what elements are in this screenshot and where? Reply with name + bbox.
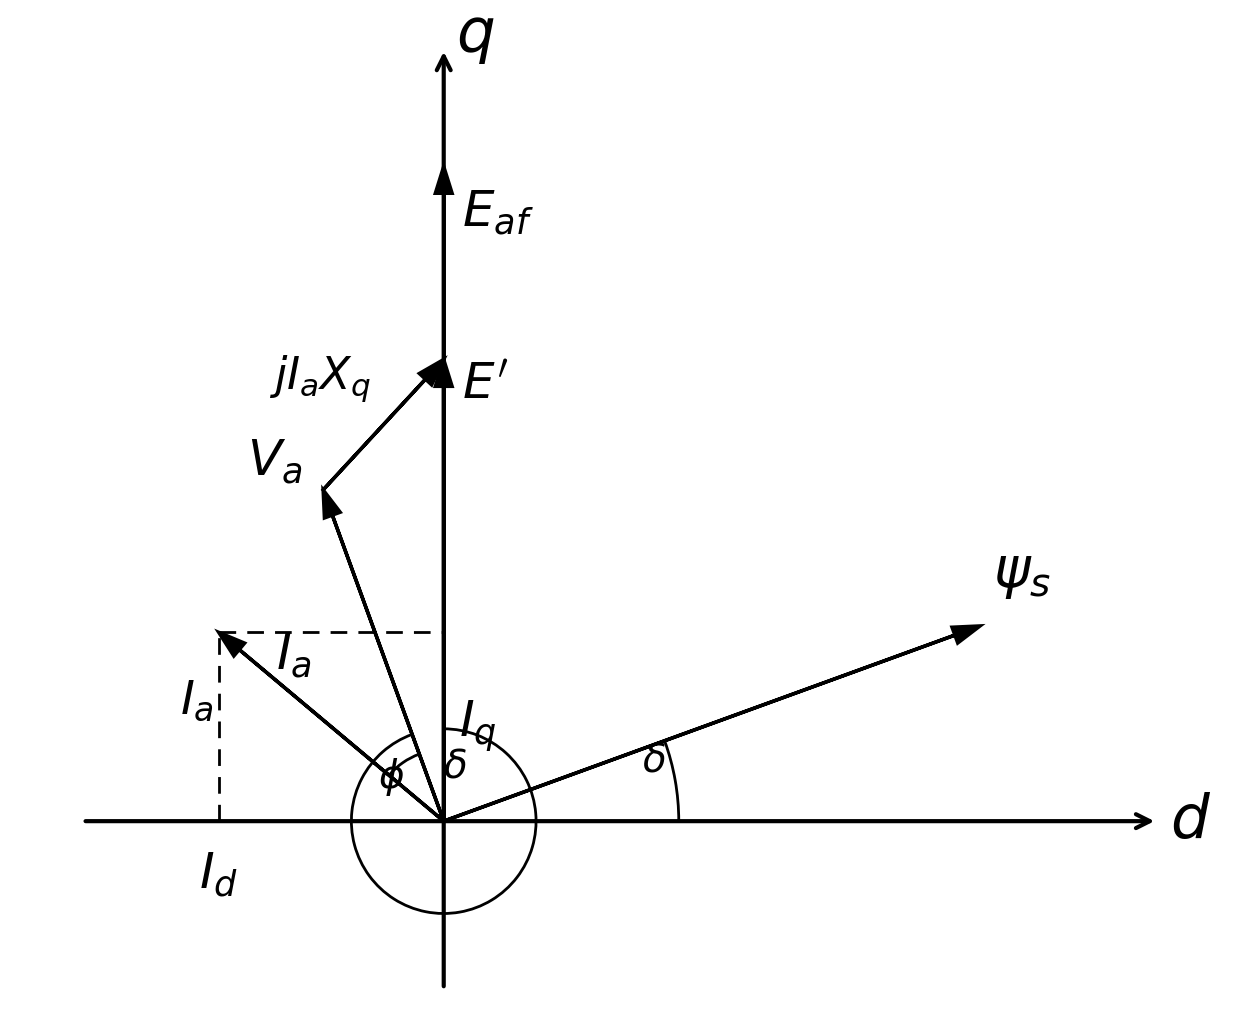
Text: $I_q$: $I_q$ [459, 699, 496, 754]
Text: $I_a$: $I_a$ [275, 631, 311, 680]
Text: $V_a$: $V_a$ [247, 437, 303, 486]
Text: $\delta$: $\delta$ [642, 741, 666, 780]
Text: $E_{af}$: $E_{af}$ [463, 189, 534, 236]
Text: $jI_aX_q$: $jI_aX_q$ [269, 352, 371, 404]
FancyArrow shape [435, 167, 453, 821]
Text: $d$: $d$ [1169, 792, 1211, 850]
FancyArrow shape [435, 360, 453, 821]
Text: $\phi$: $\phi$ [378, 756, 404, 798]
Text: $I_a$: $I_a$ [181, 679, 215, 723]
FancyArrow shape [218, 632, 444, 821]
FancyArrow shape [444, 626, 980, 821]
FancyArrow shape [324, 490, 444, 821]
Text: $\delta$: $\delta$ [444, 747, 467, 785]
Text: $\psi_s$: $\psi_s$ [993, 546, 1050, 601]
Text: $E^{\prime}$: $E^{\prime}$ [463, 361, 508, 409]
Text: $q$: $q$ [456, 7, 495, 66]
FancyArrow shape [324, 360, 444, 490]
Text: $I_d$: $I_d$ [200, 850, 238, 899]
